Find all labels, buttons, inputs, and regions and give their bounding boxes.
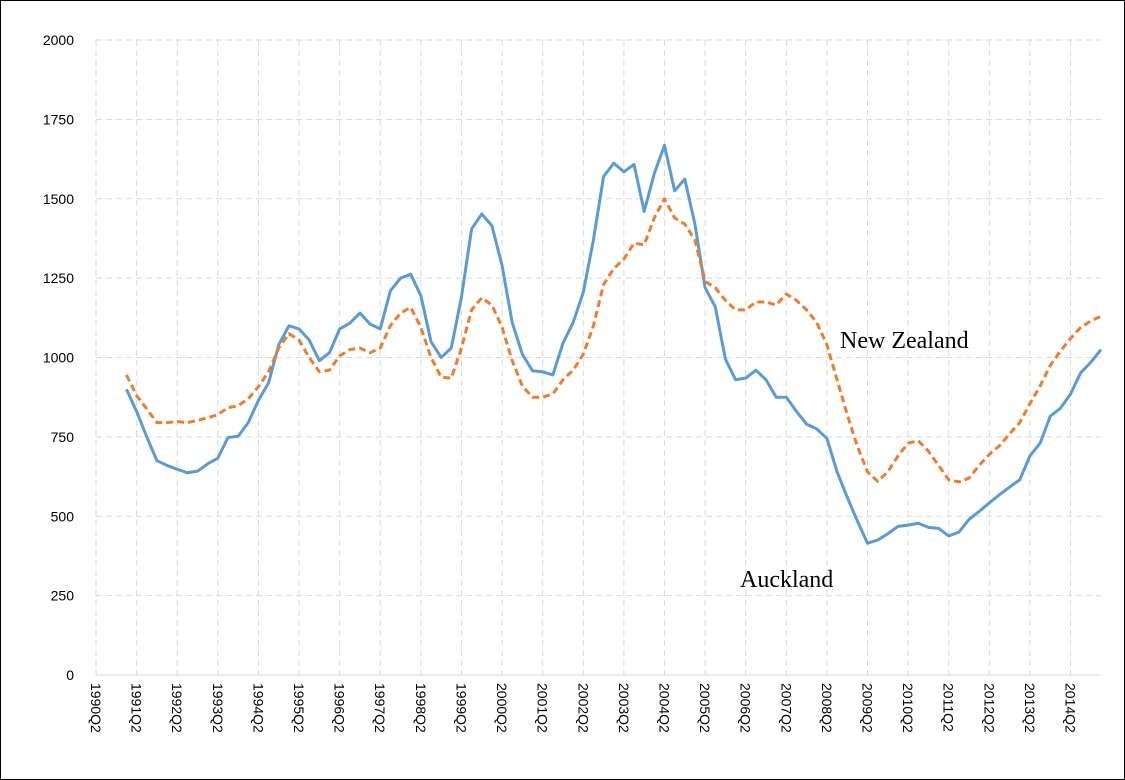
x-tick-label: 2002Q2 xyxy=(575,683,591,733)
line-series xyxy=(125,143,1103,545)
x-tick-label: 2003Q2 xyxy=(616,683,632,733)
x-tick-label: 1990Q2 xyxy=(88,683,104,733)
y-tick-label: 1750 xyxy=(43,111,74,127)
x-tick-label: 2001Q2 xyxy=(535,683,551,733)
x-tick-label: 1996Q2 xyxy=(332,683,348,733)
x-tick-label: 2008Q2 xyxy=(819,683,835,733)
series-label: New Zealand xyxy=(840,328,969,354)
y-tick-label: 500 xyxy=(51,508,75,524)
y-tick-label: 1250 xyxy=(43,270,74,286)
y-tick-label: 1000 xyxy=(43,350,74,366)
x-tick-label: 2005Q2 xyxy=(697,683,713,733)
x-tick-label: 2011Q2 xyxy=(941,683,957,732)
x-tick-label: 2009Q2 xyxy=(860,683,876,733)
x-tick-label: 2004Q2 xyxy=(656,683,672,733)
line-series xyxy=(125,197,1102,484)
y-tick-label: 750 xyxy=(51,429,75,445)
series-label: Auckland xyxy=(740,567,833,593)
x-tick-label: 1997Q2 xyxy=(372,683,388,733)
x-tick-label: 2000Q2 xyxy=(494,683,510,733)
y-tick-label: 250 xyxy=(51,588,75,604)
x-tick-label: 1995Q2 xyxy=(291,683,307,733)
x-tick-label: 1998Q2 xyxy=(413,683,429,733)
x-tick-label: 1999Q2 xyxy=(453,683,469,733)
x-tick-label: 1994Q2 xyxy=(250,683,266,733)
x-tick-label: 2013Q2 xyxy=(1022,683,1038,733)
y-tick-label: 1500 xyxy=(43,191,74,207)
x-tick-label: 2007Q2 xyxy=(778,683,794,733)
x-tick-label: 1991Q2 xyxy=(129,683,145,733)
x-tick-label: 2010Q2 xyxy=(900,683,916,733)
x-tick-label: 1992Q2 xyxy=(169,683,185,733)
x-tick-label: 1993Q2 xyxy=(210,683,226,733)
x-tick-label: 2012Q2 xyxy=(981,683,997,733)
y-tick-label: 2000 xyxy=(43,32,74,48)
x-tick-label: 2006Q2 xyxy=(738,683,754,733)
x-tick-label: 2014Q2 xyxy=(1063,683,1079,733)
y-tick-label: 0 xyxy=(66,667,74,683)
